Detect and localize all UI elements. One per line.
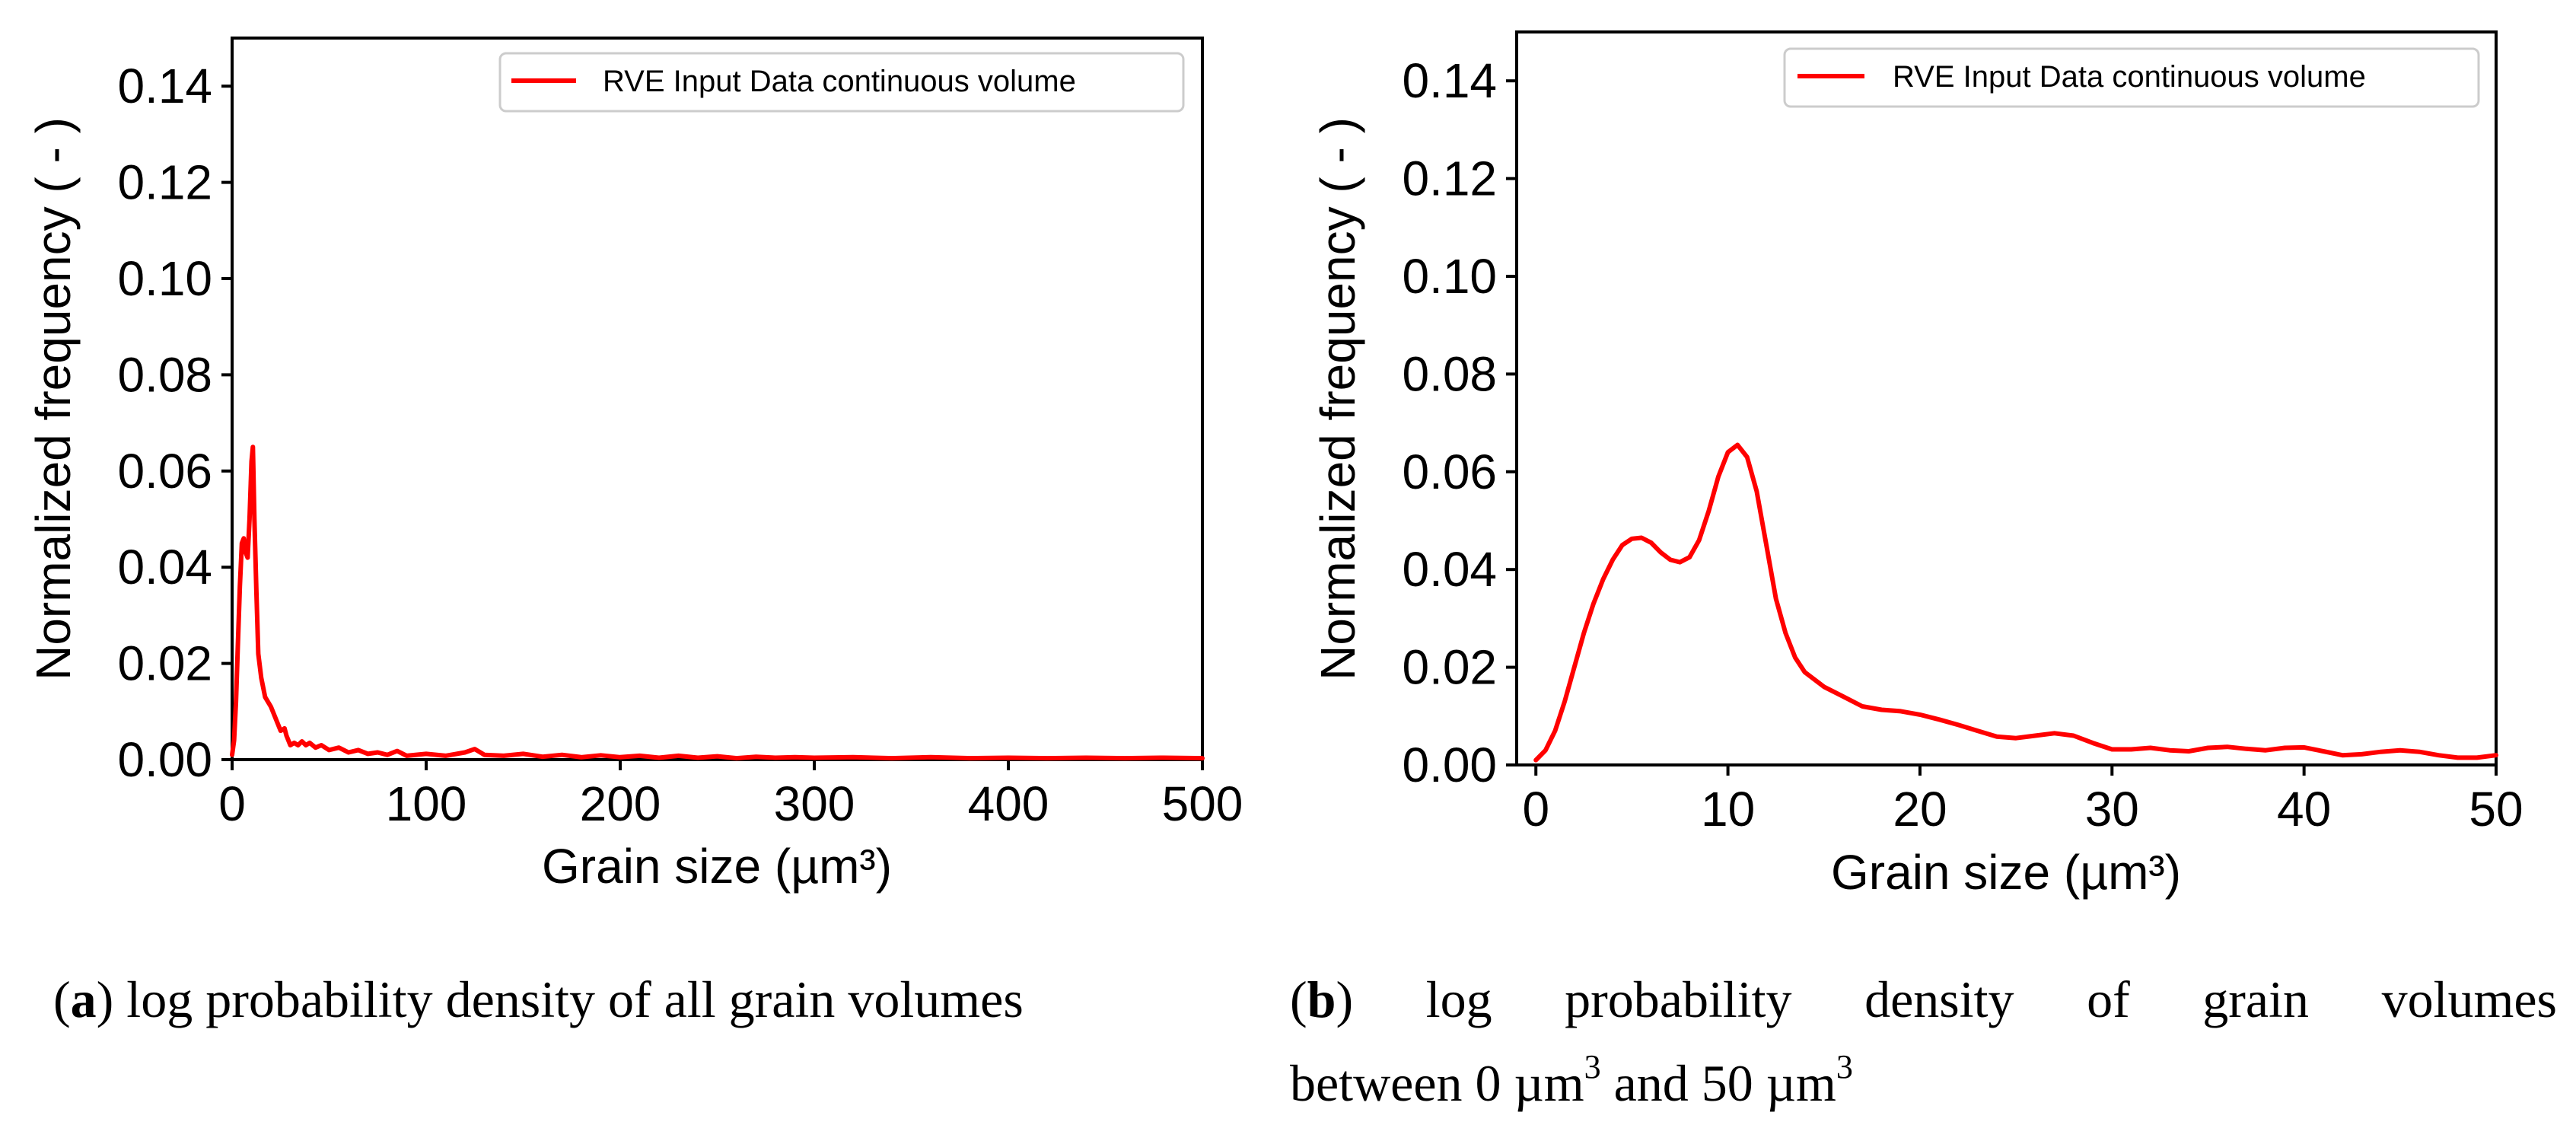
chart-b-y-axis-label: Normalized frequency ( - ) <box>1310 117 1365 680</box>
chart-a-x-tick-label: 300 <box>774 776 855 831</box>
chart-a-y-axis-label: Normalized frequency ( - ) <box>26 117 81 680</box>
chart-a-y-tick-label: 0.00 <box>117 732 212 787</box>
chart-a-y-ticks: 0.00 0.02 0.04 0.06 0.08 0.10 0.12 0.14 <box>117 59 232 787</box>
chart-b-x-tick-label: 10 <box>1701 782 1755 837</box>
chart-a-x-axis-label: Grain size (µm³) <box>542 839 892 894</box>
caption-a: (a) log probability density of all grain… <box>53 970 1024 1028</box>
caption-b-sup2: 3 <box>1836 1048 1853 1086</box>
chart-b-x-tick-label: 40 <box>2277 782 2331 837</box>
chart-a-y-tick-label: 0.12 <box>117 155 212 210</box>
chart-a-plot-area <box>231 37 1204 761</box>
chart-a-y-tick-label: 0.14 <box>117 59 212 113</box>
chart-b-x-tick-label: 50 <box>2469 782 2523 837</box>
chart-a-legend: RVE Input Data continuous volume <box>498 52 1185 113</box>
chart-b-y-tick-label: 0.08 <box>1402 346 1497 401</box>
chart-b: 0 10 20 30 40 50 0.00 0.02 0.04 0.06 0.08 0.10 0.12… <box>1310 30 2523 900</box>
chart-a-legend-label: RVE Input Data continuous volume <box>603 65 1076 98</box>
caption-b-text-prefix: between 0 µm <box>1290 1054 1584 1112</box>
chart-a-x-ticks: 0 100 200 300 400 500 <box>218 760 1243 831</box>
caption-b-line1: (b) log probability density of grain vol… <box>1290 970 2557 1028</box>
chart-a-x-tick-label: 400 <box>968 776 1049 831</box>
chart-a-series-line <box>230 445 1205 761</box>
chart-a-x-tick-label: 200 <box>580 776 661 831</box>
chart-b-y-tick-label: 0.14 <box>1402 53 1497 108</box>
chart-b-y-tick-label: 0.04 <box>1402 542 1497 597</box>
chart-b-legend-label: RVE Input Data continuous volume <box>1893 60 2366 94</box>
caption-b-line2: between 0 µm3 and 50 µm3 <box>1290 1041 2557 1125</box>
chart-a: 0 100 200 300 400 500 0.00 0.02 0.04 0.06 0.08 0.1… <box>26 37 1243 894</box>
chart-a-y-tick-label: 0.02 <box>117 636 212 691</box>
chart-b-x-tick-label: 30 <box>2085 782 2139 837</box>
caption-a-text: ) log probability density of all grain v… <box>96 970 1024 1028</box>
chart-a-x-tick-label: 500 <box>1162 776 1243 831</box>
chart-b-y-tick-label: 0.00 <box>1402 738 1497 792</box>
chart-a-y-tick-label: 0.06 <box>117 444 212 499</box>
chart-a-x-tick-label: 100 <box>386 776 467 831</box>
caption-b: (b) log probability density of grain vol… <box>1290 958 2557 1125</box>
chart-b-x-ticks: 0 10 20 30 40 50 <box>1522 765 2523 837</box>
chart-b-x-tick-label: 20 <box>1893 782 1947 837</box>
chart-b-y-tick-label: 0.02 <box>1402 640 1497 695</box>
chart-a-legend-box <box>498 52 1185 113</box>
chart-b-legend-box <box>1783 47 2480 108</box>
caption-a-letter: a <box>70 970 97 1028</box>
caption-b-sup1: 3 <box>1584 1048 1601 1086</box>
chart-b-x-axis-label: Grain size (µm³) <box>1831 845 2181 900</box>
chart-b-plot-area <box>1515 30 2498 766</box>
chart-a-y-tick-label: 0.08 <box>117 347 212 402</box>
chart-a-y-tick-label: 0.10 <box>117 251 212 306</box>
chart-b-y-tick-label: 0.12 <box>1402 151 1497 206</box>
chart-a-x-tick-label: 0 <box>218 776 246 831</box>
caption-b-text-mid: and 50 µm <box>1600 1054 1836 1112</box>
chart-b-y-ticks: 0.00 0.02 0.04 0.06 0.08 0.10 0.12 0.14 <box>1402 53 1517 792</box>
caption-b-text-line1: ) log probability density of grain volum… <box>1336 970 2557 1028</box>
chart-b-legend: RVE Input Data continuous volume <box>1783 47 2480 108</box>
chart-b-y-tick-label: 0.10 <box>1402 249 1497 304</box>
caption-b-letter: b <box>1307 970 1336 1028</box>
chart-b-x-tick-label: 0 <box>1522 782 1549 837</box>
chart-b-y-tick-label: 0.06 <box>1402 445 1497 499</box>
chart-b-series-line <box>1533 442 2498 763</box>
chart-a-y-tick-label: 0.04 <box>117 540 212 594</box>
